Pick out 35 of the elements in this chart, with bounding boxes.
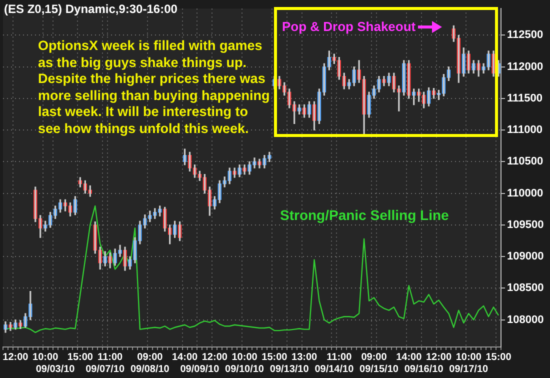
x-tick-label: 10:00 [32, 352, 59, 363]
annotation: Pop & Drop Shakeout [282, 19, 416, 34]
x-tick-label: 09/15/10 [360, 364, 399, 375]
x-tick-label: 09/14/10 [314, 364, 354, 375]
x-tick-label: 12:00 [202, 352, 228, 363]
y-tick-label: 111500 [507, 92, 542, 104]
x-tick-label: 15:00 [67, 352, 94, 363]
y-tick-label: 112500 [507, 29, 544, 42]
annotation: OptionsX week is filled with games as the big guys shake things up. Despite the higher prices there was more selling than buying happening last week. It will be interesting to see how things unfold this week. [38, 38, 270, 137]
x-tick-label: 09/09/10 [180, 364, 220, 375]
x-tick-label: 15:00 [262, 352, 288, 363]
x-tick-label: 09:00 09/08/10 [130, 352, 170, 375]
x-tick-label: 11:00 [326, 352, 352, 363]
y-tick-label: 109500 [507, 218, 544, 231]
y-tick-label: 110000 [507, 187, 544, 200]
x-tick-label: 14:00 [396, 352, 422, 363]
x-tick-label: 15:00 [486, 352, 512, 363]
y-tick-label: 111000 [507, 124, 542, 136]
y-tick-label: 112000 [507, 60, 544, 73]
x-tick-label: 09:00 [361, 352, 388, 363]
y-tick-label: 108000 [507, 314, 544, 326]
x-tick-label: 12:00 [2, 352, 29, 363]
x-tick-label: 12:00 [426, 352, 452, 363]
x-tick-label: 09/07/10 [86, 364, 125, 375]
x-tick-label: 09/13/10 [270, 364, 310, 375]
x-tick-label: 11:00 [98, 352, 124, 363]
y-tick-label: 110500 [507, 156, 544, 168]
x-tick-label: 13:00 [292, 352, 318, 363]
y-tick-label: 108500 [507, 282, 544, 294]
x-tick-label: 09/03/10 [36, 364, 76, 375]
y-tick-label: 109000 [507, 250, 544, 263]
chart-title: (ES Z0,15) Dynamic,9:30-16:00 [4, 2, 178, 16]
x-tick-label: 09/16/10 [404, 364, 444, 375]
x-tick-label: 14:00 [172, 352, 198, 363]
annotation: Strong/Panic Selling Line [280, 207, 449, 223]
